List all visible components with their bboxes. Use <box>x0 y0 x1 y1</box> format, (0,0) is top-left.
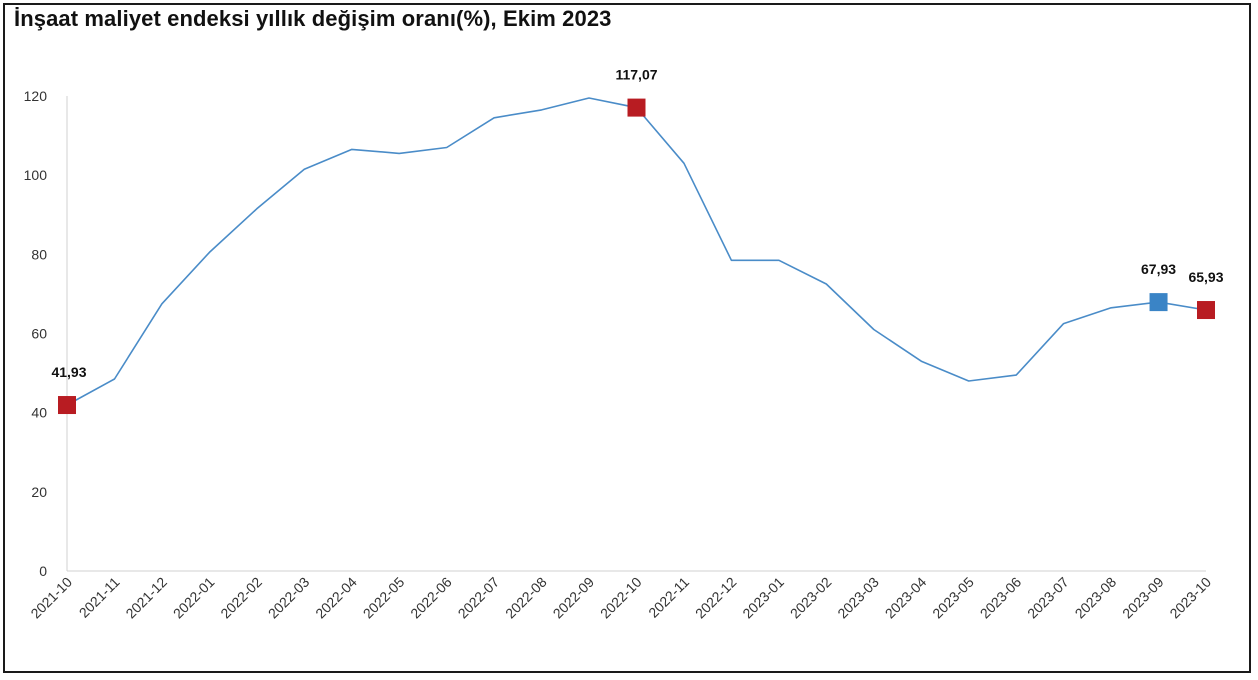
data-label: 67,93 <box>1141 261 1176 277</box>
x-tick-label: 2022-08 <box>502 574 550 622</box>
x-tick-label: 2022-09 <box>550 574 598 622</box>
x-tick-label: 2022-06 <box>407 574 455 622</box>
data-point-marker <box>1149 293 1168 312</box>
x-tick-label: 2023-06 <box>977 574 1025 622</box>
x-tick-label: 2023-07 <box>1024 574 1072 622</box>
y-tick-label: 20 <box>31 484 47 500</box>
x-tick-label: 2021-10 <box>27 574 75 622</box>
x-tick-label: 2021-12 <box>122 574 170 622</box>
x-tick-label: 2022-11 <box>645 574 692 621</box>
y-tick-label: 120 <box>24 88 48 104</box>
x-tick-label: 2022-07 <box>455 574 503 622</box>
x-tick-label: 2023-10 <box>1166 574 1214 622</box>
data-point-marker <box>627 98 646 117</box>
x-tick-label: 2023-01 <box>739 574 787 622</box>
data-label: 117,07 <box>615 67 657 83</box>
y-tick-label: 100 <box>24 167 48 183</box>
x-tick-label: 2023-08 <box>1072 574 1120 622</box>
data-point-marker <box>1197 301 1215 320</box>
x-tick-label: 2022-05 <box>360 574 408 622</box>
y-tick-label: 40 <box>31 405 47 421</box>
x-tick-label: 2022-02 <box>217 574 265 622</box>
x-tick-label: 2021-11 <box>76 574 123 621</box>
series-line <box>66 97 1207 406</box>
x-tick-label: 2023-05 <box>929 574 977 622</box>
chart-frame <box>3 3 1251 673</box>
y-tick-label: 80 <box>31 246 47 262</box>
x-tick-label: 2022-10 <box>597 574 645 622</box>
x-tick-label: 2023-09 <box>1119 574 1167 622</box>
x-tick-label: 2022-12 <box>692 574 740 622</box>
x-tick-label: 2022-04 <box>312 574 360 622</box>
x-tick-label: 2023-04 <box>882 574 930 622</box>
x-tick-label: 2022-01 <box>170 574 218 622</box>
data-point-marker <box>58 396 76 415</box>
x-tick-label: 2022-03 <box>265 574 313 622</box>
y-tick-label: 60 <box>31 326 47 342</box>
data-label: 41,93 <box>51 364 86 380</box>
chart-title: İnşaat maliyet endeksi yıllık değişim or… <box>14 6 612 31</box>
x-tick-label: 2023-02 <box>787 574 835 622</box>
y-tick-label: 0 <box>39 563 47 579</box>
x-tick-label: 2023-03 <box>834 574 882 622</box>
data-label: 65,93 <box>1188 269 1223 285</box>
